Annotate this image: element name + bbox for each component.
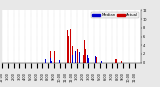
Legend: Median, Actual: Median, Actual	[92, 12, 139, 18]
